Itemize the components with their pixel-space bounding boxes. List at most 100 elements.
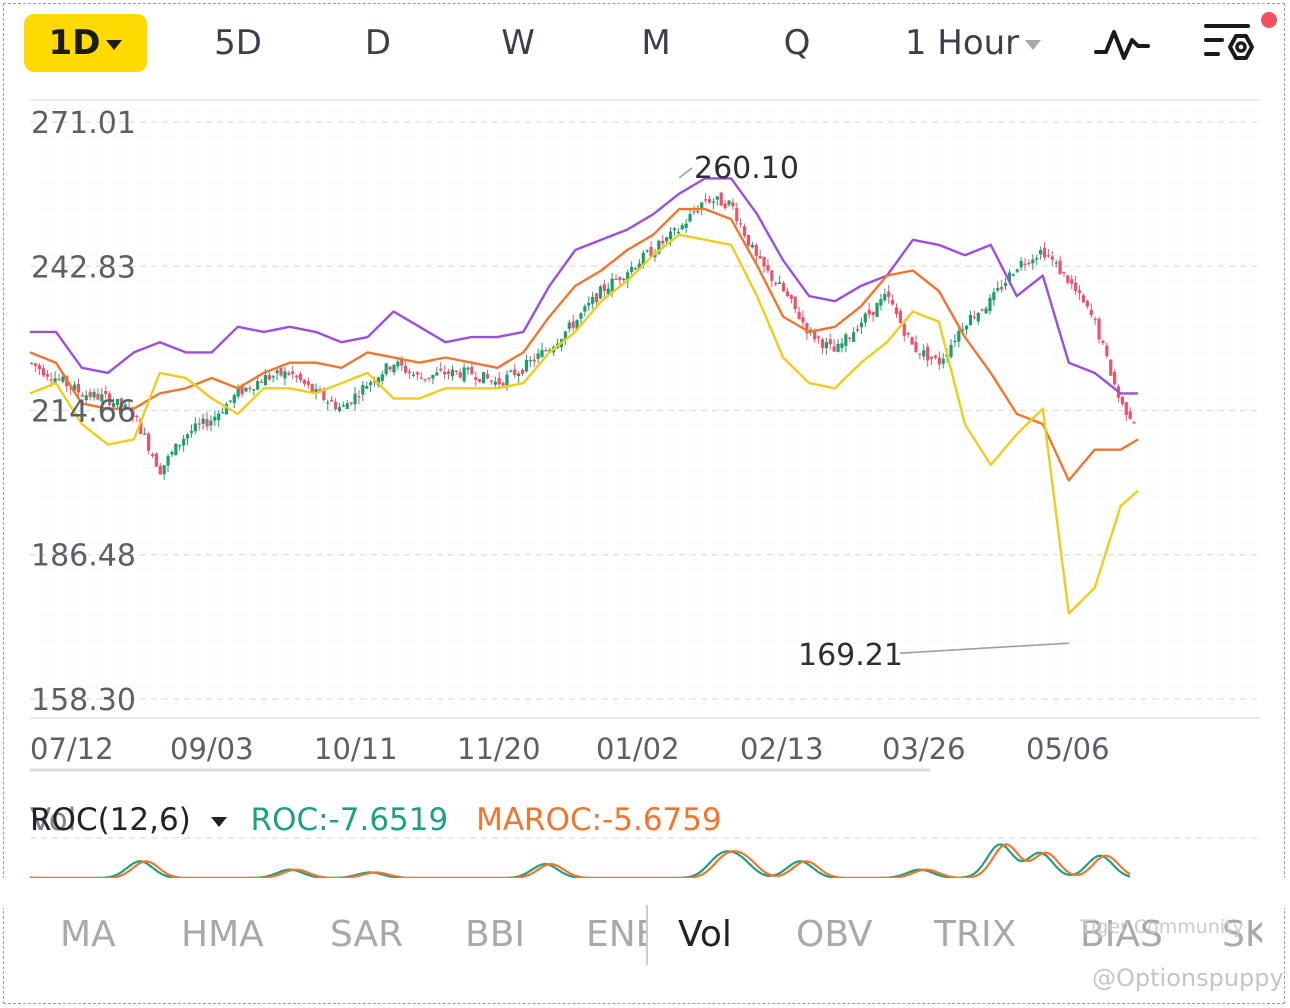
candle-body — [263, 375, 268, 386]
candle-body — [88, 391, 92, 397]
notification-dot — [1261, 12, 1277, 28]
candle-body — [1120, 396, 1125, 404]
candle-body — [388, 366, 392, 370]
candle-body — [1050, 256, 1054, 260]
timeframe-month-button[interactable]: M — [641, 23, 671, 63]
candle-body — [450, 369, 455, 377]
candle-body — [341, 405, 345, 407]
low-price-label: 169.21 — [798, 638, 903, 673]
caret-down-icon — [210, 816, 227, 827]
candle-body — [672, 228, 677, 231]
candle-body — [1081, 295, 1086, 303]
candle-body — [306, 381, 310, 385]
candle-body — [704, 199, 708, 201]
candle-body — [115, 398, 120, 405]
timeframe-1d-label: 1D — [48, 23, 101, 63]
candle-body — [384, 363, 388, 375]
candle-body — [349, 402, 353, 404]
candle-body — [805, 323, 809, 334]
interval-dropdown[interactable]: 1 Hour — [898, 14, 1048, 72]
candle-body — [832, 346, 836, 352]
maroc-line — [29, 843, 1131, 880]
candle-body — [758, 256, 762, 259]
candle-body — [661, 240, 665, 244]
y-tick-label: 271.01 — [31, 106, 136, 141]
x-tick-label: 01/02 — [596, 732, 680, 766]
candle-body — [287, 373, 291, 375]
tab-sk[interactable]: SK — [1222, 914, 1262, 955]
candle-body — [696, 211, 700, 213]
candle-body — [700, 202, 704, 210]
candle-body — [489, 380, 493, 382]
candle-body — [918, 353, 922, 355]
candle-body — [61, 376, 65, 382]
timeframe-quarter-button[interactable]: Q — [783, 23, 811, 63]
candle-body — [750, 244, 754, 248]
candle-body — [731, 202, 735, 207]
candle-body — [146, 433, 151, 451]
candle-body — [1000, 286, 1004, 290]
candle-body — [933, 355, 938, 358]
timeframe-5d-button[interactable]: 5D — [214, 23, 262, 63]
candle-body — [894, 307, 899, 314]
tab-sar[interactable]: SAR — [330, 914, 404, 955]
tab-bias[interactable]: BIAS — [1080, 914, 1163, 955]
candle-body — [361, 385, 365, 395]
tab-hma[interactable]: HMA — [181, 914, 264, 955]
candle-body — [754, 244, 758, 256]
tab-ene[interactable]: ENE — [586, 914, 648, 955]
candle-body — [622, 278, 626, 281]
candle-body — [824, 341, 828, 349]
candle-body — [182, 438, 186, 446]
candle-body — [337, 407, 342, 411]
candle-body — [201, 418, 205, 424]
candle-body — [259, 381, 264, 383]
candle-body — [871, 311, 875, 316]
timeframe-day-button[interactable]: D — [364, 23, 392, 63]
candle-body — [1023, 263, 1027, 266]
chart-settings-icon[interactable] — [1204, 20, 1256, 68]
tab-ma[interactable]: MA — [60, 914, 116, 955]
candle-body — [739, 223, 743, 225]
candle-body — [797, 311, 801, 319]
candle-body — [684, 223, 688, 228]
candle-body — [123, 404, 127, 408]
candle-body — [988, 297, 992, 311]
candle-body — [926, 346, 930, 361]
tab-vol[interactable]: Vol — [678, 914, 732, 955]
indicator-selector[interactable]: ROC(12,6) Vol — [30, 798, 227, 842]
candle-body — [302, 379, 307, 384]
indicator-wave-icon[interactable] — [1094, 24, 1150, 64]
candle-body — [1046, 255, 1051, 257]
candle-body — [170, 451, 174, 455]
candle-body — [150, 454, 155, 456]
candle-body — [330, 399, 334, 402]
candle-body — [571, 321, 575, 328]
tab-trix[interactable]: TRIX — [934, 914, 1017, 955]
tab-bbi[interactable]: BBI — [465, 914, 526, 955]
candle-body — [431, 374, 435, 379]
candle-body — [789, 294, 793, 300]
caret-down-icon — [106, 39, 123, 50]
candle-body — [41, 368, 46, 376]
candle-body — [143, 433, 147, 435]
timeframe-1d-button[interactable]: 1D — [24, 14, 147, 72]
candle-body — [996, 287, 1000, 291]
candle-body — [111, 403, 116, 408]
bands — [29, 177, 1139, 615]
roc-indicator-lines — [0, 843, 1290, 908]
candle-body — [100, 394, 104, 402]
candle-body — [92, 391, 96, 398]
candle-body — [770, 270, 774, 281]
candle-body — [961, 329, 965, 331]
tab-obv[interactable]: OBV — [796, 914, 873, 955]
candle-body — [240, 385, 244, 395]
candle-body — [189, 431, 194, 433]
candle-body — [626, 272, 630, 282]
indicator-name: ROC(12,6) — [30, 802, 191, 838]
candle-body — [474, 377, 478, 381]
candle-body — [762, 256, 766, 267]
candle-body — [633, 268, 638, 270]
timeframe-week-button[interactable]: W — [501, 23, 535, 63]
